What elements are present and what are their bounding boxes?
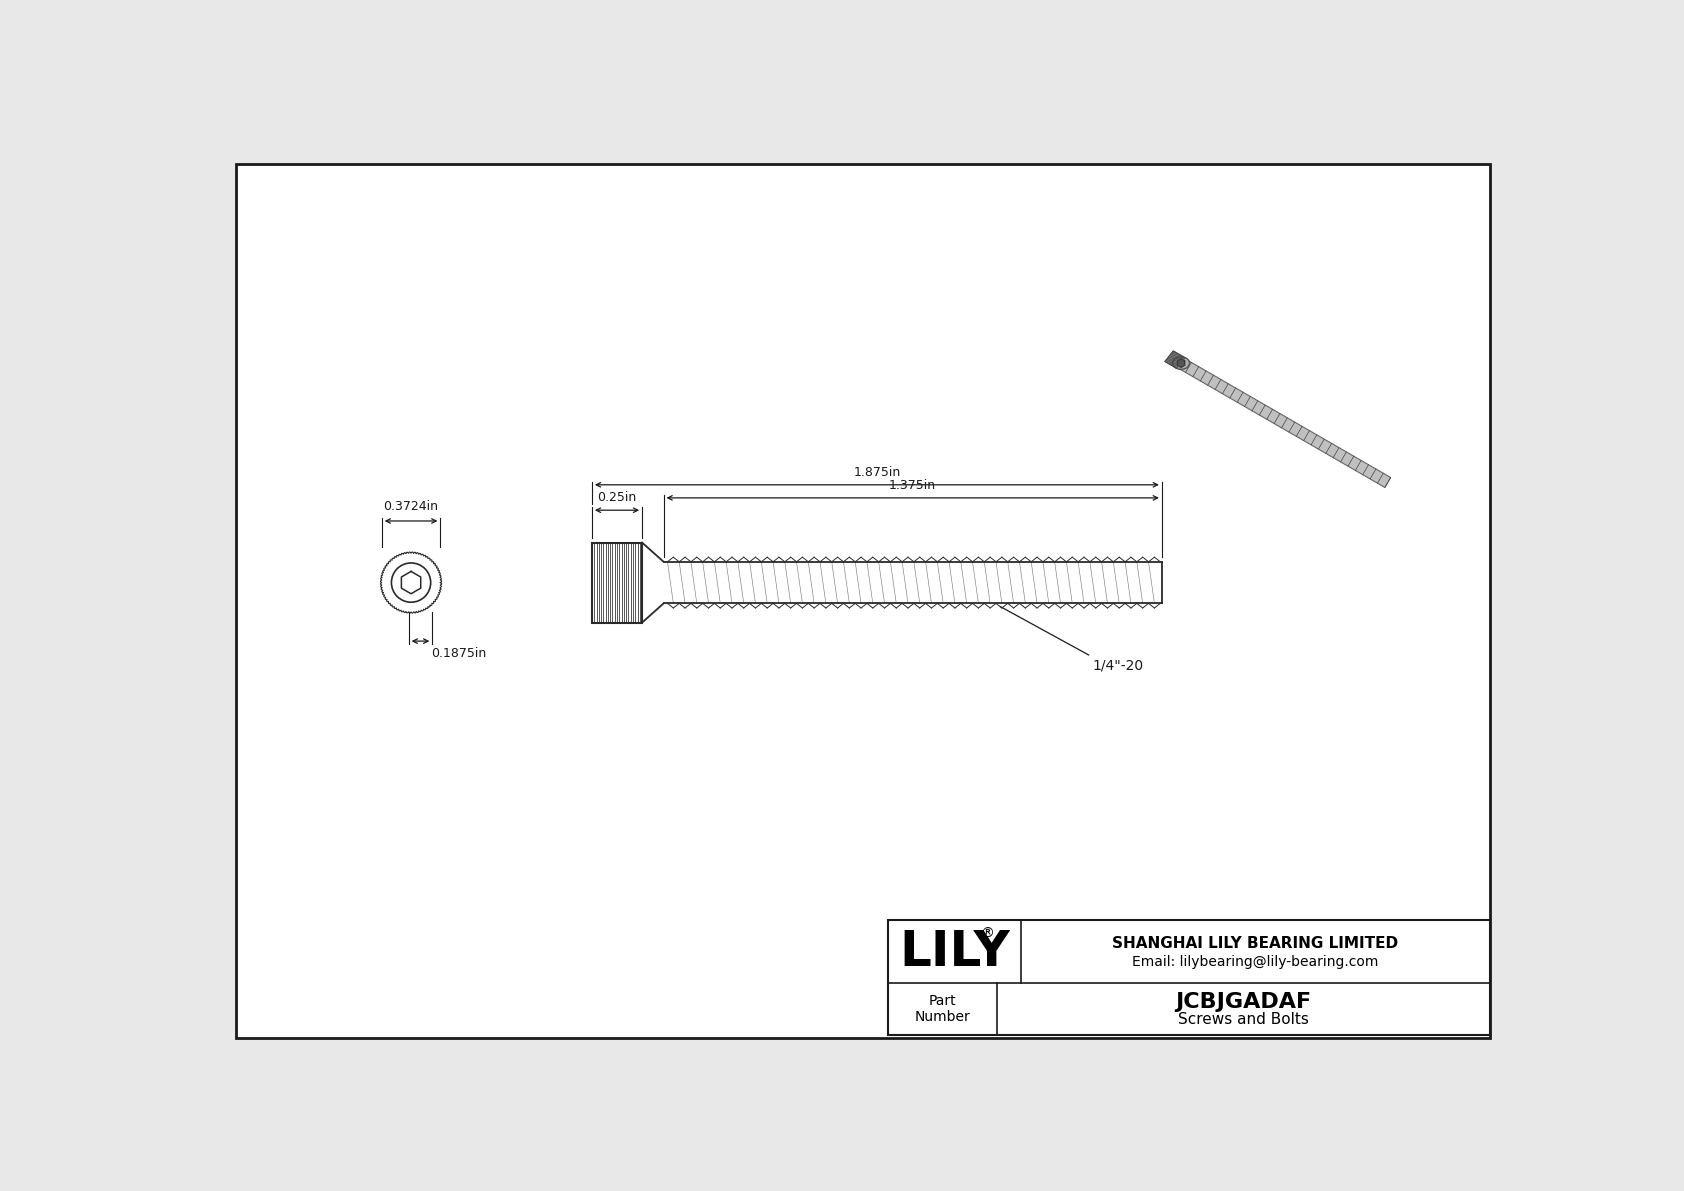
- Text: JCBJGADAF: JCBJGADAF: [1175, 992, 1312, 1011]
- Polygon shape: [1165, 351, 1186, 368]
- Text: 0.3724in: 0.3724in: [384, 500, 438, 513]
- Text: Part
Number: Part Number: [914, 994, 970, 1024]
- Text: 1.375in: 1.375in: [889, 479, 936, 492]
- Text: 0.1875in: 0.1875in: [431, 647, 487, 660]
- Polygon shape: [381, 551, 441, 613]
- Text: Screws and Bolts: Screws and Bolts: [1177, 1012, 1308, 1027]
- Text: 1/4"-20: 1/4"-20: [1093, 659, 1143, 672]
- Text: 1.875in: 1.875in: [854, 466, 901, 479]
- Circle shape: [391, 563, 431, 603]
- Bar: [593, 543, 642, 623]
- Polygon shape: [1177, 358, 1186, 367]
- Bar: [889, 919, 1490, 1035]
- Ellipse shape: [1172, 357, 1189, 369]
- Text: Email: lilybearing@lily-bearing.com: Email: lilybearing@lily-bearing.com: [1132, 955, 1379, 968]
- Bar: [663, 562, 1162, 604]
- Text: SHANGHAI LILY BEARING LIMITED: SHANGHAI LILY BEARING LIMITED: [1111, 936, 1398, 952]
- Text: ®: ®: [980, 927, 994, 941]
- Polygon shape: [1179, 358, 1391, 487]
- Text: 0.25in: 0.25in: [598, 491, 637, 504]
- Text: LILY: LILY: [899, 928, 1010, 975]
